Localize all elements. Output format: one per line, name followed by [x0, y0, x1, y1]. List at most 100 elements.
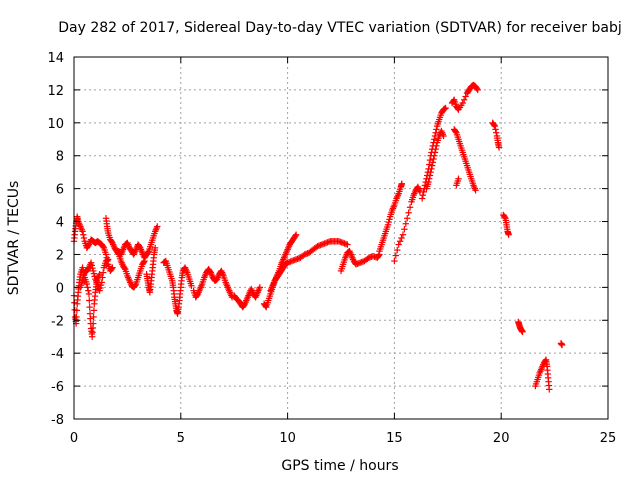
data-point [96, 271, 103, 278]
data-point [405, 209, 412, 216]
data-point [462, 93, 469, 100]
data-point [99, 243, 107, 250]
data-point [86, 297, 93, 304]
data-point [394, 246, 401, 254]
data-point [99, 274, 106, 281]
y-axis-label: SDTVAR / TECUs [6, 181, 22, 296]
data-point [420, 188, 427, 196]
data-point [398, 180, 406, 187]
x-axis-label: GPS time / hours [281, 458, 398, 474]
data-point [79, 228, 86, 235]
data-point [474, 86, 481, 94]
y-tick-label: 0 [56, 281, 64, 296]
y-tick-label: -8 [51, 413, 64, 428]
data-point [256, 284, 264, 291]
y-tick-label: 2 [56, 248, 64, 263]
data-point [429, 159, 437, 166]
data-point [501, 213, 508, 221]
data-point [492, 126, 499, 133]
data-point [418, 195, 426, 202]
data-point [431, 149, 439, 156]
data-point [431, 136, 438, 143]
x-tick-label: 15 [386, 431, 403, 446]
data-point [406, 204, 414, 211]
data-point [427, 168, 434, 176]
data-point [490, 121, 498, 129]
data-point [472, 187, 479, 194]
data-point [154, 223, 161, 230]
data-point [391, 257, 398, 265]
data-point [452, 128, 459, 135]
data-point [136, 243, 143, 250]
data-point [292, 232, 299, 240]
data-point [121, 264, 128, 272]
chart-title: Day 282 of 2017, Sidereal Day-to-day VTE… [58, 20, 621, 36]
data-point [450, 97, 457, 105]
y-tick-label: -2 [51, 314, 64, 329]
data-point [460, 96, 468, 103]
data-point [90, 320, 97, 327]
data-point [85, 290, 93, 298]
data-point [85, 242, 92, 249]
data-point [505, 231, 512, 238]
y-tick-label: 12 [47, 84, 64, 99]
data-point [386, 216, 393, 223]
data-point [430, 155, 437, 163]
data-point [86, 303, 93, 311]
data-point [433, 142, 440, 150]
data-point [206, 268, 214, 275]
data-point [90, 270, 98, 277]
data-point [102, 251, 110, 258]
data-point [396, 238, 404, 245]
data-point [395, 241, 402, 248]
data-point [79, 264, 86, 271]
data-point [73, 307, 81, 314]
x-tick-label: 0 [70, 431, 78, 446]
data-point [455, 175, 462, 182]
x-tick-label: 10 [279, 431, 296, 446]
data-point [493, 129, 500, 136]
y-tick-label: -6 [51, 380, 64, 395]
data-point [88, 262, 95, 269]
data-point [426, 175, 433, 182]
data-point [262, 302, 269, 310]
data-point [292, 231, 300, 238]
data-point [399, 231, 407, 238]
data-point [404, 215, 411, 222]
data-point [80, 272, 88, 279]
plot-frame [73, 56, 609, 420]
data-point [90, 307, 98, 314]
data-point [188, 282, 195, 289]
data-point [108, 238, 115, 246]
data-point [442, 104, 449, 112]
data-point [83, 280, 91, 288]
data-point [473, 85, 481, 93]
data-point [91, 273, 98, 280]
data-point [440, 132, 447, 140]
x-axis-ticks: 0 5 10 15 20 25 [70, 57, 616, 446]
grid-lines [74, 57, 608, 419]
data-point [519, 328, 526, 335]
data-point [87, 259, 95, 266]
data-point [80, 234, 88, 242]
data-point [398, 234, 405, 242]
data-point [459, 99, 466, 107]
x-tick-label: 5 [177, 431, 185, 446]
data-point [428, 165, 435, 173]
data-point [108, 265, 115, 272]
data-point [425, 178, 432, 186]
data-point [97, 284, 104, 292]
data-point [151, 244, 159, 252]
data-point [392, 252, 400, 259]
y-tick-label: -4 [51, 347, 64, 362]
y-axis-ticks: -8 -6 -4 -2 0 2 4 6 8 10 12 14 [47, 51, 608, 428]
data-point [546, 386, 553, 393]
data-point [419, 192, 427, 199]
y-tick-label: 10 [47, 117, 64, 132]
y-tick-label: 14 [47, 51, 64, 66]
data-point [344, 241, 351, 248]
data-point [89, 264, 96, 272]
data-point [240, 301, 248, 309]
data-point [85, 287, 92, 294]
